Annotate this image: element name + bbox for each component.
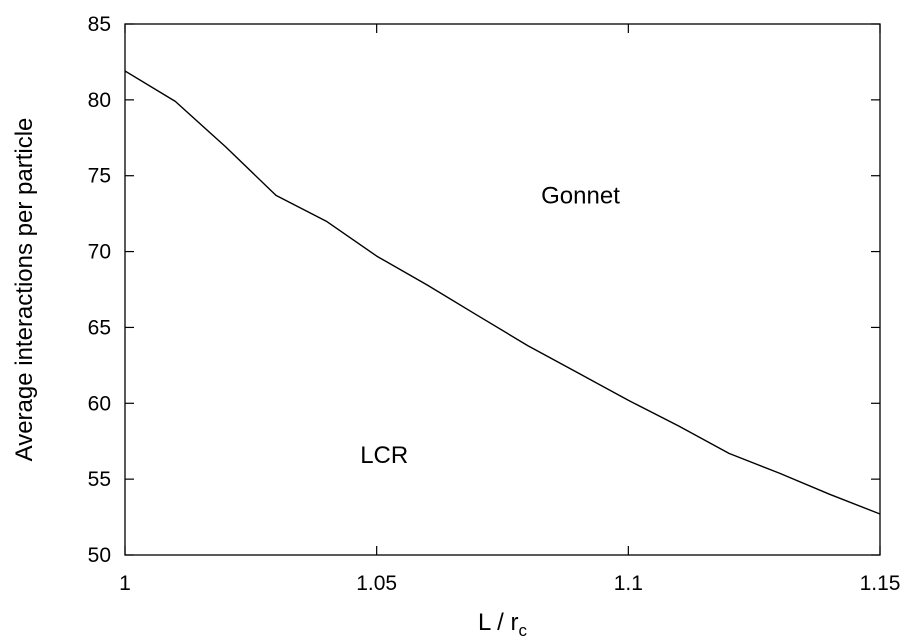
- y-tick-label: 60: [88, 392, 111, 415]
- x-tick-label: 1.15: [860, 572, 901, 595]
- series-line: [124, 70, 881, 515]
- annotation-gonnet: Gonnet: [541, 182, 620, 209]
- x-axis-label: L / rc: [478, 609, 527, 640]
- plot-frame: [124, 23, 881, 556]
- y-tick-label: 80: [88, 89, 111, 112]
- y-tick-label: 55: [88, 468, 111, 491]
- x-tick-label: 1.05: [356, 572, 397, 595]
- x-tick-label: 1: [119, 572, 131, 595]
- annotation-lcr: LCR: [360, 442, 408, 469]
- y-ticks: 50 55 60 65 70 75 80 85: [88, 13, 880, 567]
- y-tick-label: 65: [88, 316, 111, 339]
- series-group: [124, 70, 881, 515]
- y-tick-label: 70: [88, 241, 111, 264]
- annotations: Gonnet LCR: [360, 182, 620, 468]
- x-axis-label-subscript: c: [518, 621, 527, 640]
- x-axis-label-main: L / r: [478, 609, 518, 636]
- y-tick-label: 75: [88, 165, 111, 188]
- x-ticks: 1 1.05 1.1 1.15: [119, 24, 900, 595]
- y-tick-label: 50: [88, 544, 111, 567]
- x-tick-label: 1.1: [614, 572, 643, 595]
- y-tick-label: 85: [88, 13, 111, 36]
- y-axis-label: Average interactions per particle: [11, 118, 38, 462]
